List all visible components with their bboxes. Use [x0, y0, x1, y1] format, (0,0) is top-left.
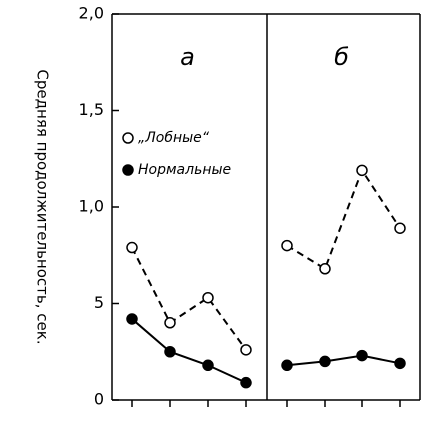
data-point	[202, 359, 214, 372]
data-point	[281, 239, 293, 252]
y-axis-label: Средняя продолжительность, сек.	[34, 69, 52, 344]
data-point	[240, 344, 252, 356]
series-line	[286, 354, 401, 367]
data-point	[319, 355, 331, 368]
data-point	[126, 313, 138, 325]
data-point	[164, 346, 176, 358]
panel-label: а	[180, 43, 195, 71]
series-line	[131, 318, 247, 384]
data-point	[164, 317, 176, 329]
data-point	[281, 359, 293, 372]
data-point	[240, 376, 252, 389]
series-line	[286, 168, 401, 271]
data-point	[394, 222, 406, 234]
y-tick-label: 1,0	[79, 197, 104, 216]
data-point	[319, 263, 331, 275]
data-point	[126, 241, 138, 254]
legend-marker	[122, 164, 134, 176]
data-point	[394, 357, 406, 370]
series-line	[131, 247, 247, 351]
y-tick-label: 5	[94, 293, 104, 312]
y-tick-label: 1,5	[79, 100, 104, 119]
y-tick-label: 2,0	[79, 4, 104, 23]
legend-marker	[122, 132, 134, 144]
data-point	[356, 349, 368, 362]
legend-label: „Лобные“	[138, 130, 210, 146]
legend-label: Нормальные	[138, 162, 231, 178]
data-point	[356, 164, 368, 177]
y-tick-label: 0	[94, 390, 104, 409]
panel-label: б	[334, 43, 349, 71]
data-point	[202, 291, 214, 304]
